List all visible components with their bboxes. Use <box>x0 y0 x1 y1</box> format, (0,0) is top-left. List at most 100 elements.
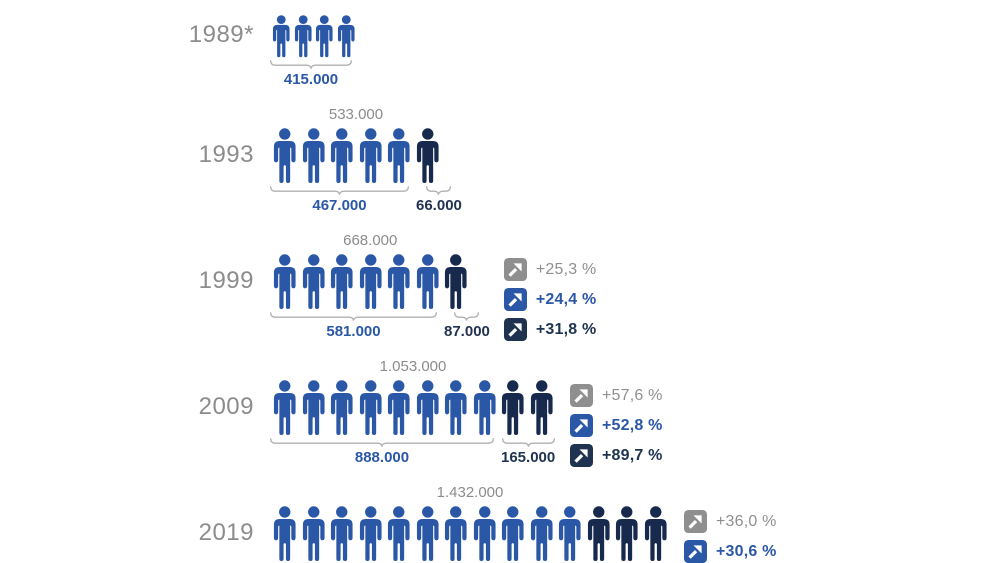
person-icon <box>441 380 471 436</box>
row-main: 415.000 <box>270 15 356 88</box>
person-icon <box>356 254 386 310</box>
person-icon <box>641 506 671 562</box>
person-icon <box>413 254 443 310</box>
person-icons-group <box>270 254 490 310</box>
growth-badge: +25,3 % <box>504 258 597 281</box>
person-icon <box>299 128 329 184</box>
person-icon <box>413 380 443 436</box>
person-icons-group <box>270 506 670 562</box>
bracket-brace-icon <box>270 438 494 447</box>
person-icons-group <box>270 128 462 184</box>
person-icon <box>498 380 528 436</box>
bracket-brace-icon <box>270 312 437 321</box>
segment-value-label: 415.000 <box>283 71 339 88</box>
growth-percent-label: +30,6 % <box>716 542 777 560</box>
trend-up-arrow-icon <box>504 318 527 341</box>
chart-row-1993: 1993 533.000 467.000 66.000 <box>199 106 462 214</box>
year-label: 1993 <box>198 141 254 168</box>
growth-badge: +52,8 % <box>570 414 663 437</box>
person-icon <box>527 380 557 436</box>
brackets-group: 415.000 <box>270 60 356 88</box>
trend-up-arrow-icon <box>570 414 593 437</box>
segment-value-label: 467.000 <box>312 197 367 214</box>
growth-badges-group: +36,0 % +30,6 % <box>684 510 777 563</box>
person-icons-group <box>270 15 356 58</box>
person-icon <box>335 15 358 58</box>
growth-badge: +30,6 % <box>684 540 777 563</box>
person-icon <box>384 380 414 436</box>
bracket-brace-icon <box>270 60 352 69</box>
person-icon <box>299 380 329 436</box>
person-icon <box>327 128 357 184</box>
person-icon <box>270 254 300 310</box>
row-main: 1.053.000 888.000 165.000 <box>270 358 556 466</box>
growth-percent-label: +24,4 % <box>535 290 597 308</box>
trend-up-arrow-icon <box>684 510 707 533</box>
year-label: 2019 <box>198 519 254 546</box>
growth-percent-label: +25,3 % <box>535 260 597 278</box>
person-icon <box>384 254 414 310</box>
person-icon <box>441 254 471 310</box>
growth-badges-group: +25,3 % +24,4 % +31,8 % <box>504 258 597 341</box>
person-icon <box>470 506 500 562</box>
person-icon <box>584 506 614 562</box>
chart-row-1989: 1989* 415.000 <box>189 15 356 88</box>
person-icon <box>299 506 329 562</box>
growth-badge: +36,0 % <box>684 510 777 533</box>
person-icon <box>527 506 557 562</box>
bracket-segment: 66.000 <box>416 186 462 214</box>
person-icons-group <box>270 380 556 436</box>
person-icon <box>356 380 386 436</box>
total-value-label: 1.432.000 <box>436 484 504 501</box>
bracket-brace-icon <box>270 186 409 195</box>
chart-row-1999: 1999 668.000 581.000 87.000 +25,3 % +24,4 … <box>199 232 597 341</box>
trend-up-arrow-icon <box>504 258 527 281</box>
person-icon <box>413 128 443 184</box>
row-main: 533.000 467.000 66.000 <box>270 106 462 214</box>
person-icon <box>356 506 386 562</box>
person-icon <box>270 380 300 436</box>
brackets-group: 888.000 165.000 <box>270 438 556 466</box>
person-icon <box>356 128 386 184</box>
growth-percent-label: +89,7 % <box>602 446 663 464</box>
growth-percent-label: +36,0 % <box>716 512 777 530</box>
chart-row-2019: 2019 1.432.000 +36,0 % +30,6 % <box>199 484 777 563</box>
person-icon <box>270 15 293 58</box>
person-icon <box>270 506 300 562</box>
person-icon <box>327 254 357 310</box>
person-icon <box>498 506 528 562</box>
person-icon <box>270 128 300 184</box>
segment-value-label: 87.000 <box>444 323 490 340</box>
trend-up-arrow-icon <box>504 288 527 311</box>
bracket-brace-icon <box>426 186 452 195</box>
bracket-segment: 888.000 <box>270 438 494 466</box>
year-label: 1999 <box>198 267 254 294</box>
row-main: 1.432.000 <box>270 484 670 562</box>
year-label: 2009 <box>198 393 254 420</box>
segment-value-label: 66.000 <box>416 197 462 214</box>
growth-percent-label: +31,8 % <box>535 320 597 338</box>
growth-badges-group: +57,6 % +52,8 % +89,7 % <box>570 384 663 467</box>
person-icon <box>470 380 500 436</box>
bracket-segment: 87.000 <box>444 312 490 340</box>
person-icon <box>299 254 329 310</box>
chart-row-2009: 2009 1.053.000 888.000 165.000 +57,6 % +52… <box>199 358 663 467</box>
bracket-segment: 467.000 <box>270 186 409 214</box>
bracket-brace-icon <box>501 438 555 447</box>
person-icon <box>313 15 336 58</box>
growth-badge: +57,6 % <box>570 384 663 407</box>
growth-badge: +24,4 % <box>504 288 597 311</box>
brackets-group: 467.000 66.000 <box>270 186 462 214</box>
person-icon <box>327 380 357 436</box>
brackets-group: 581.000 87.000 <box>270 312 490 340</box>
total-value-label: 533.000 <box>328 106 384 123</box>
bracket-brace-icon <box>454 312 480 321</box>
person-icon <box>413 506 443 562</box>
total-value-label: 668.000 <box>343 232 398 249</box>
row-main: 668.000 581.000 87.000 <box>270 232 490 340</box>
trend-up-arrow-icon <box>684 540 707 563</box>
growth-badge: +89,7 % <box>570 444 663 467</box>
segment-value-label: 888.000 <box>354 449 410 466</box>
person-icon <box>555 506 585 562</box>
total-value-label: 1.053.000 <box>379 358 447 375</box>
